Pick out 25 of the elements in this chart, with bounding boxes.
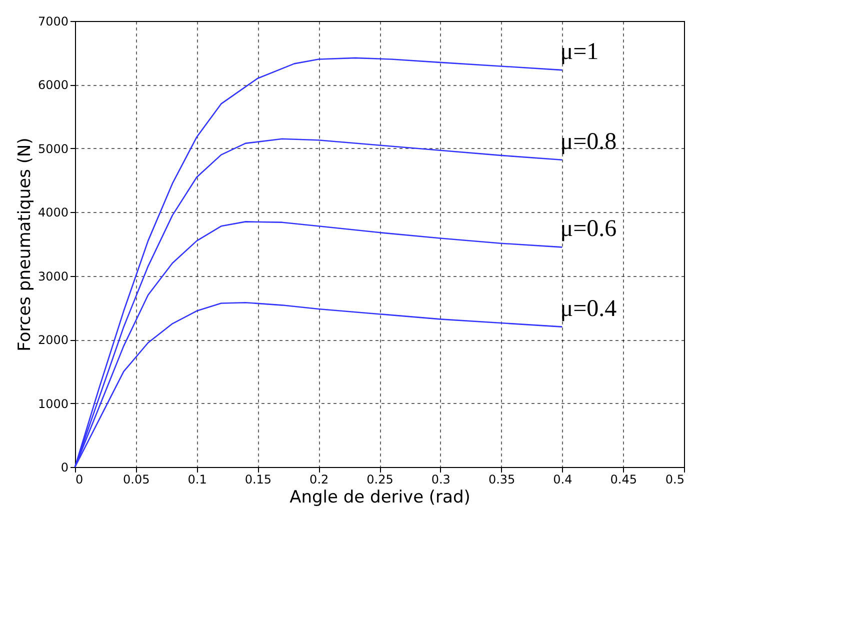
y-tick-label: 7000 bbox=[38, 14, 68, 28]
series-label: μ=0.8 bbox=[560, 128, 617, 155]
x-tick-label: 0.3 bbox=[431, 472, 450, 486]
series-label: μ=0.4 bbox=[560, 296, 617, 322]
y-axis-title: Forces pneumatiques (N) bbox=[14, 138, 35, 352]
y-tick-label: 6000 bbox=[38, 78, 68, 92]
y-tick-label: 0 bbox=[60, 460, 68, 474]
x-tick-label: 0.45 bbox=[610, 472, 637, 486]
y-tick-label: 1000 bbox=[38, 396, 68, 411]
x-axis-title: Angle de derive (rad) bbox=[290, 488, 470, 508]
x-tick-label: 0.1 bbox=[188, 472, 207, 486]
series-label: μ=1 bbox=[560, 39, 599, 66]
series-label: μ=0.6 bbox=[560, 216, 617, 242]
x-tick-label: 0.25 bbox=[366, 472, 394, 486]
x-tick-label: 0.5 bbox=[665, 472, 684, 486]
y-tick-label: 2000 bbox=[38, 333, 68, 348]
y-tick-label: 5000 bbox=[38, 142, 68, 156]
x-tick-label: 0.15 bbox=[244, 472, 272, 486]
x-tick-label: 0.05 bbox=[123, 472, 150, 486]
x-tick-label: 0.4 bbox=[553, 472, 572, 486]
x-tick-label: 0 bbox=[76, 472, 84, 486]
x-tick-label: 0.2 bbox=[310, 472, 329, 486]
y-tick-label: 4000 bbox=[38, 206, 68, 220]
x-tick-label: 0.35 bbox=[488, 472, 516, 486]
y-tick-label: 3000 bbox=[38, 269, 68, 284]
